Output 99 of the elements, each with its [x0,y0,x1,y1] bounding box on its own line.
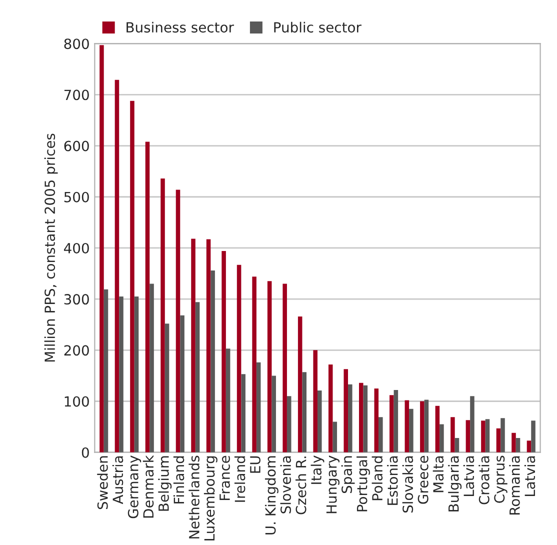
y-tick-label: 400 [64,242,89,254]
bar [374,388,379,452]
bar [394,390,398,452]
bar [252,276,256,452]
bar [404,400,410,452]
bar [424,400,429,452]
bar [313,350,318,452]
x-tick-label: Cyprus [494,456,508,503]
bar [420,401,424,452]
bar [206,239,211,452]
bar [100,45,104,452]
bar [282,284,287,452]
bar [195,302,200,452]
x-tick-label: Slovakia [402,456,414,513]
y-tick-label: 0 [82,447,89,458]
x-tick-label: France [220,456,230,500]
x-tick-label: Sweden [97,456,108,510]
y-tick-label: 700 [64,90,89,100]
legend-label: Public sector [274,22,362,33]
y-tick-label: 100 [64,396,89,407]
bar [150,284,154,452]
bar [344,369,348,452]
x-tick-label: Denmark [142,455,154,518]
bar [160,178,165,452]
x-tick-label: Poland [372,456,383,500]
bar [516,438,520,452]
bar [302,372,307,452]
bar [191,238,196,452]
x-tick-label: Austria [112,456,124,504]
bar [222,251,226,452]
x-tick-label: U. Kingdom [264,456,278,534]
x-tick-label: Czech R. [296,456,306,514]
bar [180,315,184,452]
bar [450,417,455,452]
bar [164,324,170,452]
bar [481,420,486,452]
x-tick-label: Belgium [158,456,172,511]
bar [512,432,516,452]
bar [378,417,383,452]
y-tick-label: 300 [64,294,89,305]
bar [363,385,368,452]
bar [470,396,474,452]
y-tick-label: 500 [64,192,89,202]
bar [130,100,134,452]
x-tick-label: Germany [128,456,142,518]
bar [226,348,230,452]
x-tick-label: Latvia [524,456,536,496]
bar [328,364,333,452]
bar [359,382,364,452]
x-tick-label: Latvia [463,456,474,496]
x-tick-label: Estonia [387,456,398,505]
bar [176,190,180,452]
bar [286,396,292,452]
bar [272,376,276,452]
y-tick-label: 200 [64,345,89,356]
x-tick-label: Spain [341,456,355,494]
x-tick-label: Hungary [326,456,340,514]
x-tick-label: Italy [310,456,324,484]
bar [119,296,124,452]
x-tick-label: Croatia [478,456,490,504]
bar [210,270,215,452]
x-tick-label: Slovenia [280,456,291,514]
bar [500,418,505,452]
bar [317,390,322,452]
x-tick-label: Romania [509,456,520,514]
bar [332,422,338,452]
bar [454,438,460,452]
x-tick-label: Portugal [356,456,370,512]
bar [236,264,242,452]
y-axis-title: Million PPS, constant 2005 prices [44,134,58,362]
x-tick-label: EU [250,456,260,473]
bar [390,395,394,452]
x-tick-label: Luxembourg [204,456,218,540]
bar [348,384,352,452]
y-tick-label: 600 [64,140,89,152]
x-tick-label: Finland [173,456,184,504]
bar [256,362,261,452]
x-tick-label: Ireland [234,456,246,502]
bar [485,419,490,452]
bar [134,296,139,452]
bar [531,420,536,452]
x-tick-label: Greece [418,456,428,504]
bar [526,440,532,452]
bar [267,281,272,452]
bar [298,316,302,452]
bar [409,408,414,452]
bar [104,289,108,452]
bar [145,142,150,452]
bar [241,374,246,452]
x-tick-label: Netherlands [188,456,200,538]
bar [496,428,501,452]
bar [440,424,444,452]
bar [114,80,120,452]
x-tick-label: Malta [432,456,444,492]
bar [435,406,440,452]
x-tick-label: Bulgaria [448,456,462,512]
legend-label: Business sector [126,22,234,33]
bar [466,420,470,452]
y-tick-label: 800 [64,38,89,50]
